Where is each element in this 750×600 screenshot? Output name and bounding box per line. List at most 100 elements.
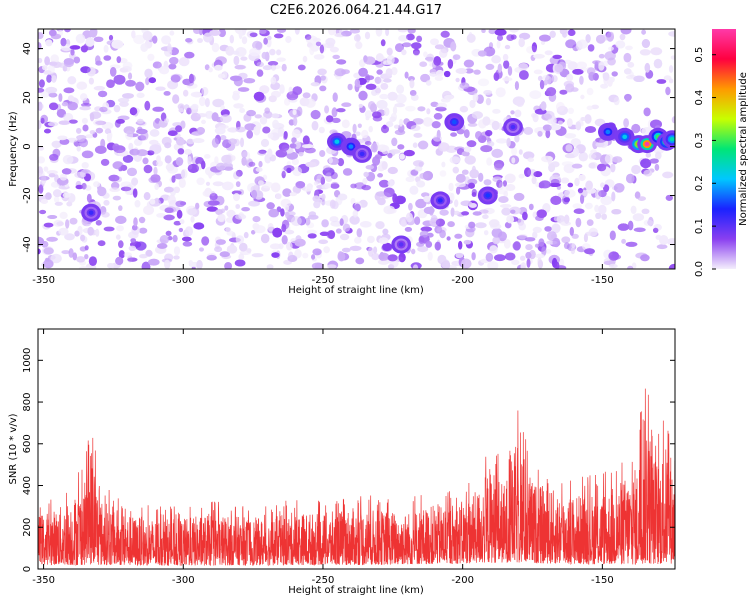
spectrogram-cell	[301, 144, 314, 149]
spectrogram-cell	[610, 163, 616, 173]
spectrogram-cell	[554, 63, 564, 73]
chart-title: C2E6.2026.064.21.44.G17	[270, 3, 442, 18]
spectrogram-cell	[640, 158, 652, 169]
spectrogram-cell	[46, 236, 58, 242]
spectrogram-cell	[233, 55, 240, 66]
spectrogram-cell	[630, 205, 637, 214]
spectrogram-cell	[115, 234, 121, 240]
spectrogram-cell	[623, 52, 632, 63]
spectrogram-cell	[234, 259, 246, 267]
spectrogram-cell	[259, 116, 268, 125]
spectrogram-cell	[89, 130, 96, 135]
spectrogram-cell	[365, 83, 377, 90]
spectrogram-cell	[282, 188, 292, 197]
spectrogram-cell	[458, 240, 463, 250]
spectrogram-cell	[572, 68, 584, 75]
spectrogram-cell	[550, 195, 562, 205]
spectrogram-cell	[342, 223, 351, 232]
spectrogram-cell	[423, 51, 428, 58]
spectrogram-cell	[81, 182, 87, 190]
spectrogram-cell	[215, 209, 223, 215]
spectrogram-cell	[143, 205, 155, 215]
spectrogram-cell	[47, 121, 59, 127]
spectrogram-cell	[208, 170, 213, 179]
spectrogram-cell	[220, 135, 227, 141]
spectrogram-cell	[149, 129, 160, 137]
spectrogram-cell	[363, 55, 368, 63]
spectrogram-cell	[76, 127, 82, 134]
spectrogram-cell	[374, 76, 382, 84]
spectrogram-cell	[167, 43, 172, 54]
spectrogram-cell	[80, 234, 86, 242]
spectrogram-cell	[533, 171, 543, 178]
spectrogram-cell	[142, 157, 149, 165]
spectrogram-cell	[527, 157, 535, 163]
spectrogram-cell	[152, 61, 162, 69]
spectrogram-cell	[390, 67, 398, 76]
spectrogram-cell	[218, 29, 226, 38]
spectrogram-cell	[133, 138, 143, 146]
spectrogram-cell	[586, 219, 594, 227]
spectrogram-cell	[131, 177, 139, 186]
spectrogram-cell	[286, 91, 299, 101]
spectrogram-cell	[341, 30, 352, 37]
spectrogram-cell	[392, 193, 398, 204]
spectrogram-cell	[434, 225, 443, 234]
spectrogram-cell	[134, 200, 141, 208]
spectrogram-cell	[364, 110, 372, 119]
spectrogram-cell	[641, 208, 650, 214]
spectrogram-cell	[51, 75, 57, 83]
spectrogram-cell	[53, 189, 62, 198]
spectrogram-cell	[184, 149, 192, 155]
spectrogram-cell	[349, 245, 362, 251]
spectrogram-cell	[46, 170, 58, 175]
spectrogram-cell	[225, 46, 235, 56]
spectrogram-cell	[175, 157, 184, 166]
spectrogram-cell	[539, 34, 551, 42]
spectrogram-cell	[569, 226, 574, 236]
spectrogram-cell	[494, 163, 503, 171]
spectrogram-cell	[565, 144, 573, 152]
spectrogram-cell	[191, 103, 199, 110]
spectrogram-cell	[313, 54, 325, 60]
spectrogram-cell	[518, 37, 525, 48]
spectrogram-cell	[434, 75, 444, 81]
spectrogram-cell	[179, 219, 185, 225]
spectrogram-cell	[575, 217, 582, 228]
spectrogram-cell	[60, 37, 67, 47]
spectrogram-cell	[63, 112, 74, 122]
spectrogram-cell	[145, 249, 153, 257]
spectrogram-cell	[292, 166, 303, 177]
spectrogram-cell	[62, 65, 68, 72]
spectrogram-cell	[461, 169, 469, 175]
spectrogram-cell	[644, 62, 651, 73]
spectrogram-cell	[260, 138, 270, 148]
spectrogram-cell	[532, 226, 542, 233]
spectrogram-cell	[659, 235, 669, 245]
spectrogram-cell	[463, 239, 472, 245]
spectrogram-cell	[294, 249, 302, 259]
spectrogram-cell	[551, 75, 558, 83]
spectrogram-cell	[426, 108, 431, 115]
spectrogram-cell	[328, 29, 336, 36]
spectrogram-cell	[480, 145, 493, 153]
spectrogram-cell	[38, 146, 44, 151]
spectrogram-cell	[444, 94, 455, 100]
spectrogram-cell	[319, 231, 330, 236]
spectrogram-cell	[606, 31, 614, 42]
spectrogram-cell	[649, 158, 659, 164]
spectrogram-cell	[411, 248, 416, 255]
spectrogram-cell	[59, 211, 68, 219]
spectrogram-cell	[600, 195, 613, 206]
spectrogram-cell	[116, 225, 124, 232]
spectrogram-cell	[520, 262, 527, 269]
spectrogram-cell	[128, 245, 137, 251]
spectrogram-cell	[164, 207, 174, 213]
spectrogram-cell	[380, 39, 386, 47]
spectrogram-cell	[240, 137, 244, 148]
spectrogram-cell	[500, 204, 512, 208]
spectrogram-cell	[257, 180, 264, 186]
spectrogram-cell	[53, 196, 60, 203]
spectrogram-cell	[173, 220, 182, 226]
spectrogram-cell	[665, 86, 671, 96]
